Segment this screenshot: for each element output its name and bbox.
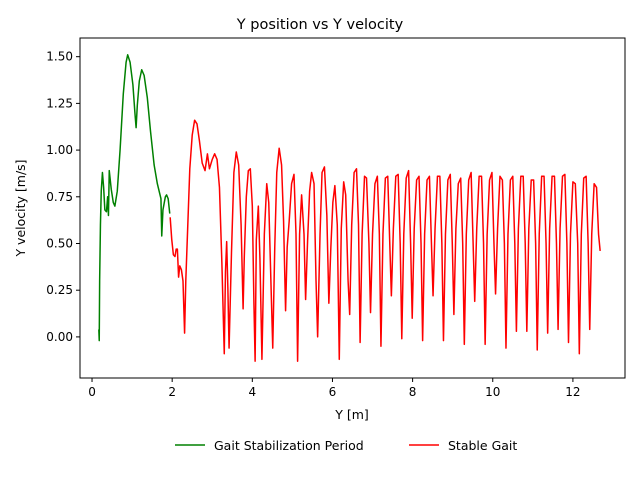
x-tick-label: 0 (88, 385, 96, 399)
x-tick-label: 2 (168, 385, 176, 399)
x-tick-label: 4 (248, 385, 256, 399)
y-tick-label: 1.25 (46, 96, 73, 110)
x-tick-label: 10 (485, 385, 500, 399)
y-axis-label: Y velocity [m/s] (13, 159, 28, 257)
legend: Gait Stabilization Period Stable Gait (175, 438, 517, 453)
series-line-stable-gait (169, 119, 601, 362)
legend-label: Gait Stabilization Period (214, 438, 364, 453)
y-tick-label: 0.50 (46, 236, 73, 250)
x-tick-label: 8 (409, 385, 417, 399)
series-layer (98, 54, 601, 362)
y-tick-label: 1.50 (46, 50, 73, 64)
x-tick-label: 6 (329, 385, 337, 399)
y-tick-label: 0.75 (46, 190, 73, 204)
y-tick-label: 1.00 (46, 143, 73, 157)
x-ticks: 0 2 4 6 8 10 12 (88, 378, 581, 399)
y-tick-label: 0.25 (46, 283, 73, 297)
y-tick-label: 0.00 (46, 330, 73, 344)
plot-frame (79, 37, 626, 379)
series-line-gait-stabilization (98, 54, 171, 342)
chart-title: Y position vs Y velocity (236, 17, 404, 33)
x-tick-label: 12 (565, 385, 580, 399)
y-ticks: 0.00 0.25 0.50 0.75 1.00 1.25 1.50 (46, 50, 80, 344)
legend-label: Stable Gait (448, 438, 517, 453)
x-axis-label: Y [m] (334, 407, 369, 422)
